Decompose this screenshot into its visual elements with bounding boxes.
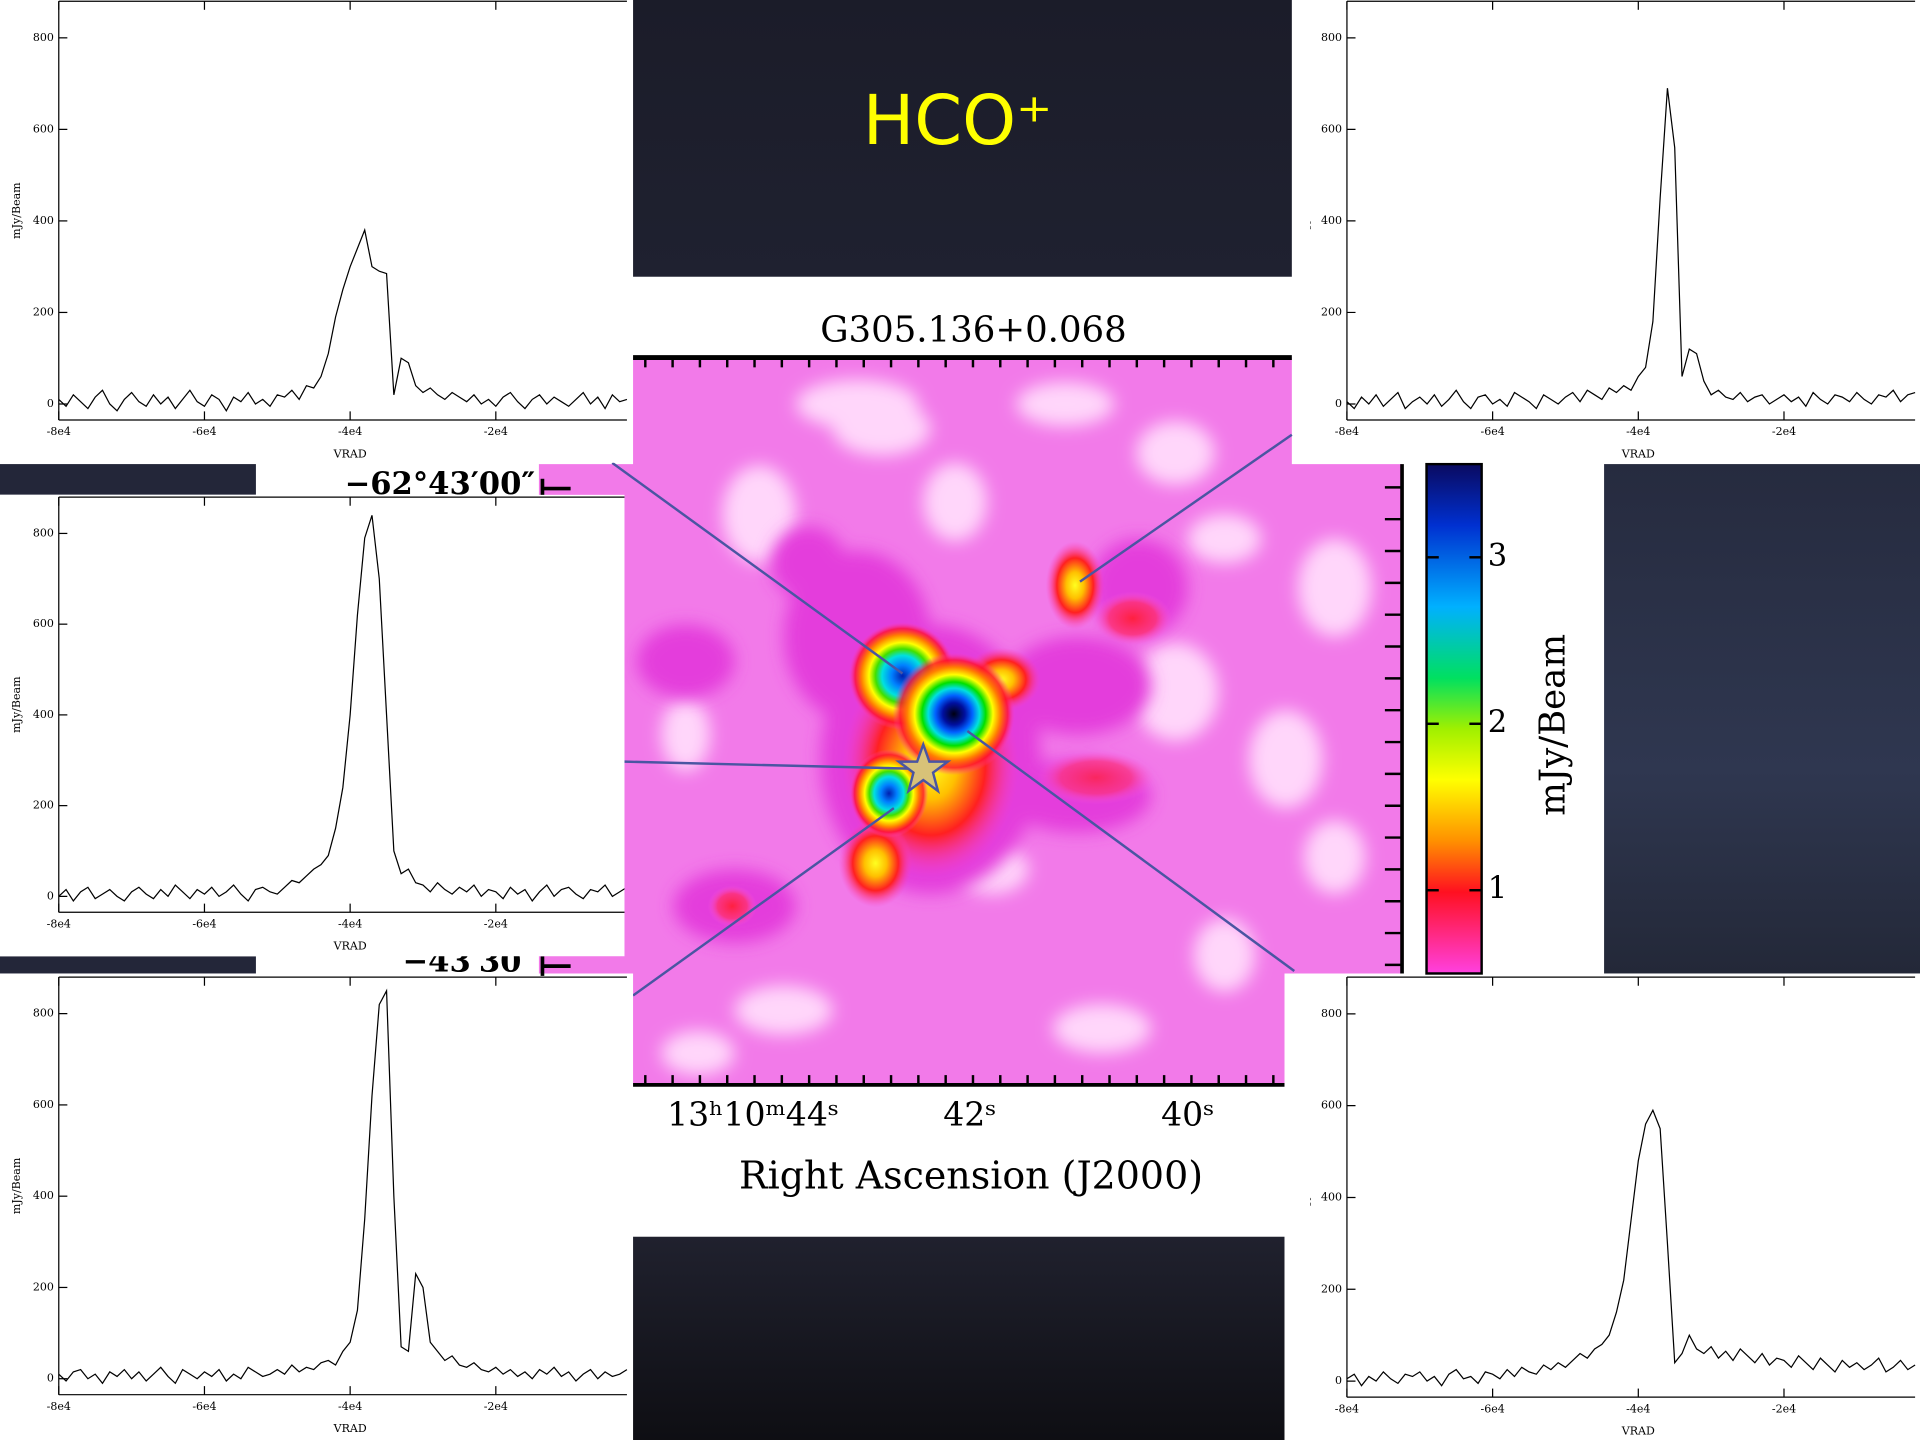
x-axis-label: Right Ascension (J2000): [739, 1154, 1203, 1198]
dark-panel: [633, 1236, 1285, 1440]
x-tick-label: -4e4: [1626, 1402, 1650, 1415]
x-tick-label: -6e4: [1480, 425, 1504, 438]
ra-label: 40ˢ: [1161, 1095, 1214, 1134]
colorbar-label: mJy/Beam: [1533, 634, 1574, 816]
ra-label: 13ʰ10ᵐ44ˢ: [667, 1095, 839, 1134]
light-patches: [554, 379, 1372, 1076]
y-tick-label: 600: [33, 122, 54, 135]
colorbar-tick-label: 2: [1488, 705, 1507, 740]
x-tick-label: -2e4: [1772, 1402, 1796, 1415]
y-tick-label: 800: [33, 526, 54, 539]
y-axis-label: mJy/Beam: [10, 1157, 23, 1214]
x-axis-label: VRAD: [333, 447, 367, 460]
y-tick-label: 400: [1321, 1190, 1342, 1203]
panel-background: [0, 494, 625, 957]
spectrum-panel: 0 200 400 600 800 -8e4 -6e4 -4e4 -2e4 mJy/Beam VRA…: [0, 0, 634, 463]
y-tick-label: 800: [33, 1007, 54, 1020]
colorbar: [1425, 462, 1483, 975]
map-axes: [540, 355, 1404, 1087]
spectrum-line: [58, 227, 628, 413]
y-tick-label: 800: [33, 31, 54, 44]
x-tick-label: -4e4: [338, 425, 362, 438]
x-tick-label: -6e4: [1480, 1402, 1504, 1415]
slide-title: HCO⁺: [863, 81, 1053, 161]
colorbar-tick-label: 3: [1488, 538, 1507, 573]
y-tick-label: 0: [47, 889, 54, 902]
ra-label: 42ˢ: [943, 1095, 996, 1134]
map-title: G305.136+0.068: [820, 309, 1127, 350]
x-axis-label: VRAD: [333, 1422, 367, 1435]
y-tick-label: 200: [33, 1280, 54, 1293]
colorbar-tick-label: 1: [1488, 871, 1507, 906]
spectrum-line: [58, 988, 628, 1385]
x-tick-label: -2e4: [484, 917, 508, 930]
x-tick-label: -2e4: [1772, 425, 1796, 438]
x-tick-label: -4e4: [338, 1400, 362, 1413]
x-tick-label: -4e4: [1626, 425, 1650, 438]
panel-background: [1310, 0, 1920, 463]
x-tick-label: -2e4: [484, 425, 508, 438]
x-axis-label: VRAD: [1621, 447, 1655, 460]
y-tick-label: 600: [1321, 122, 1342, 135]
y-tick-label: 0: [1335, 1374, 1342, 1387]
dark-strip: [0, 464, 256, 495]
spectrum-panel: 0 200 400 600 800 -8e4 -6e4 -4e4 -2e4 mJy/Beam VRA…: [0, 494, 625, 957]
y-tick-label: 600: [33, 617, 54, 630]
x-axis-label: VRAD: [333, 940, 367, 953]
panel-background: [0, 975, 634, 1440]
y-tick-label: 600: [1321, 1099, 1342, 1112]
x-tick-label: -8e4: [47, 917, 71, 930]
x-tick-label: -6e4: [192, 917, 216, 930]
y-axis-label: mJy/Beam: [10, 182, 23, 239]
y-axis-label: mJy/Beam: [10, 676, 23, 733]
panel-background: [0, 0, 634, 463]
y-tick-label: 200: [33, 305, 54, 318]
y-tick-label: 0: [1335, 397, 1342, 410]
y-tick-label: 400: [33, 214, 54, 227]
y-tick-label: 200: [33, 799, 54, 812]
x-tick-label: -8e4: [47, 1400, 71, 1413]
y-axis-label: mJy/Beam: [1298, 1158, 1311, 1215]
y-tick-label: 200: [1321, 1282, 1342, 1295]
y-tick-label: 400: [33, 708, 54, 721]
y-tick-label: 400: [1321, 214, 1342, 227]
y-tick-label: 0: [47, 397, 54, 410]
spectrum-line: [1346, 88, 1916, 410]
x-tick-label: -6e4: [192, 1400, 216, 1413]
x-tick-label: -6e4: [192, 425, 216, 438]
dark-panel: [1604, 464, 1920, 974]
x-tick-label: -8e4: [1335, 425, 1359, 438]
source-star: [895, 740, 952, 795]
y-tick-label: 800: [1321, 31, 1342, 44]
spectrum-line: [1346, 1108, 1916, 1387]
dark-strip: [0, 956, 256, 974]
x-tick-label: -4e4: [338, 917, 362, 930]
x-tick-label: -8e4: [47, 425, 71, 438]
y-tick-label: 200: [1321, 305, 1342, 318]
intensity-map: G305.136+0.068 −62°43′00″ −43′30″ 13ʰ10ᵐ…: [345, 309, 1574, 1197]
x-axis-label: VRAD: [1621, 1424, 1655, 1437]
y-tick-label: 800: [1321, 1007, 1342, 1020]
y-axis-label: mJy/Beam: [1298, 182, 1311, 239]
panel-background: [1310, 975, 1920, 1440]
map-image: [538, 357, 1403, 1085]
pointer-lines: [611, 433, 1296, 997]
y-tick-label: 600: [33, 1098, 54, 1111]
y-tick-label: 400: [33, 1189, 54, 1202]
dark-panel: [633, 0, 1292, 277]
spectrum-line: [58, 515, 625, 902]
spectrum-panel: 0 200 400 600 800 -8e4 -6e4 -4e4 -2e4 mJy/Beam VRA…: [1298, 0, 1920, 463]
spectrum-panel: 0 200 400 600 800 -8e4 -6e4 -4e4 -2e4 mJy/Beam VRA…: [0, 975, 634, 1440]
x-tick-label: -2e4: [484, 1400, 508, 1413]
x-tick-label: -8e4: [1335, 1402, 1359, 1415]
y-tick-label: 0: [47, 1372, 54, 1385]
spectrum-panel: 0 200 400 600 800 -8e4 -6e4 -4e4 -2e4 mJy/Beam VRA…: [1298, 975, 1920, 1440]
